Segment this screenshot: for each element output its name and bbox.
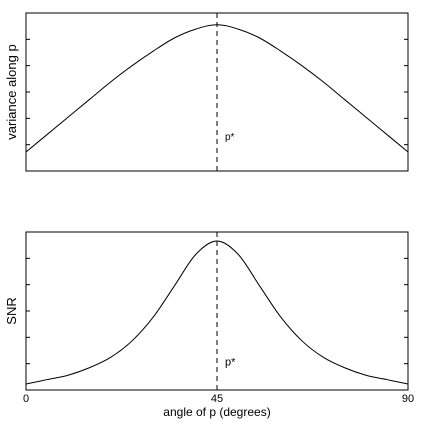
bottom-p-star-annotation: p*	[225, 357, 236, 369]
bottom-axis-ticks	[26, 232, 408, 390]
top-axis-ticks	[26, 13, 408, 171]
top-plot-frame	[25, 12, 409, 172]
top-p-star-annotation: p*	[225, 132, 235, 143]
x-tick-label: 90	[402, 393, 414, 405]
bottom-plot-frame	[25, 231, 409, 391]
top-y-axis-label: variance along p	[4, 44, 19, 139]
x-tick-label: 45	[211, 393, 223, 405]
bottom-x-axis-label: angle of p (degrees)	[163, 405, 270, 419]
top-p-star-text: p*	[225, 132, 235, 143]
top-panel: p* variance along p	[4, 12, 409, 172]
bottom-y-axis-label: SNR	[4, 297, 19, 324]
top-variance-curve	[25, 24, 409, 153]
bottom-p-star-text: p*	[225, 357, 236, 369]
bottom-snr-curve	[25, 240, 409, 385]
bottom-x-tick-labels: 0 45 90	[23, 393, 414, 405]
x-tick-label: 0	[23, 393, 29, 405]
bottom-panel: p* SNR 0 45 90 angle of p (degrees)	[4, 231, 414, 419]
